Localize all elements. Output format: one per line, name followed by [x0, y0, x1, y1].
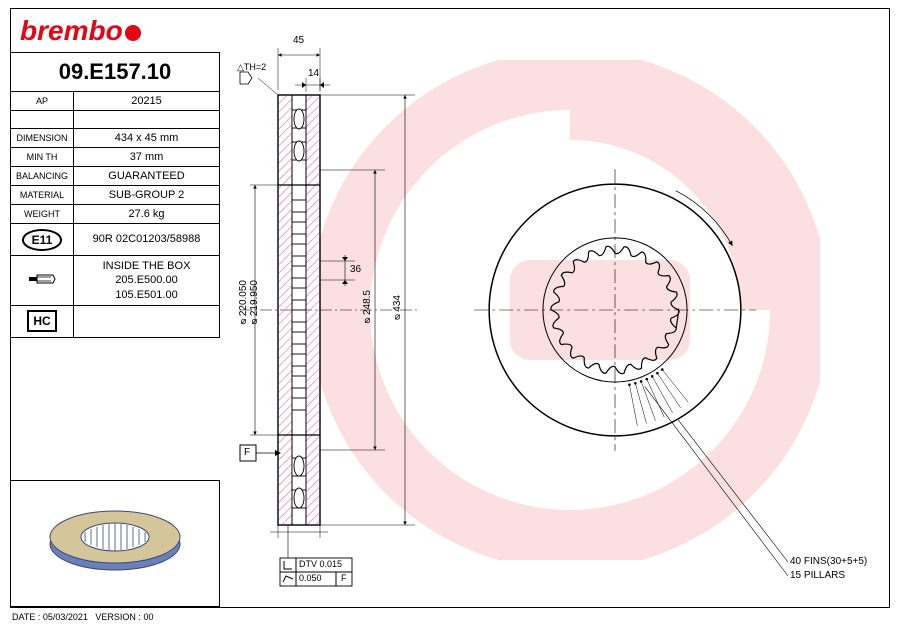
technical-drawing	[0, 0, 900, 610]
date-label: DATE :	[12, 612, 40, 622]
date-value: 05/03/2021	[43, 612, 88, 622]
footer: DATE : 05/03/2021 VERSION : 00	[12, 612, 153, 622]
section-view	[240, 48, 420, 586]
version-label: VERSION :	[95, 612, 141, 622]
front-view	[474, 169, 788, 576]
version-value: 00	[143, 612, 153, 622]
